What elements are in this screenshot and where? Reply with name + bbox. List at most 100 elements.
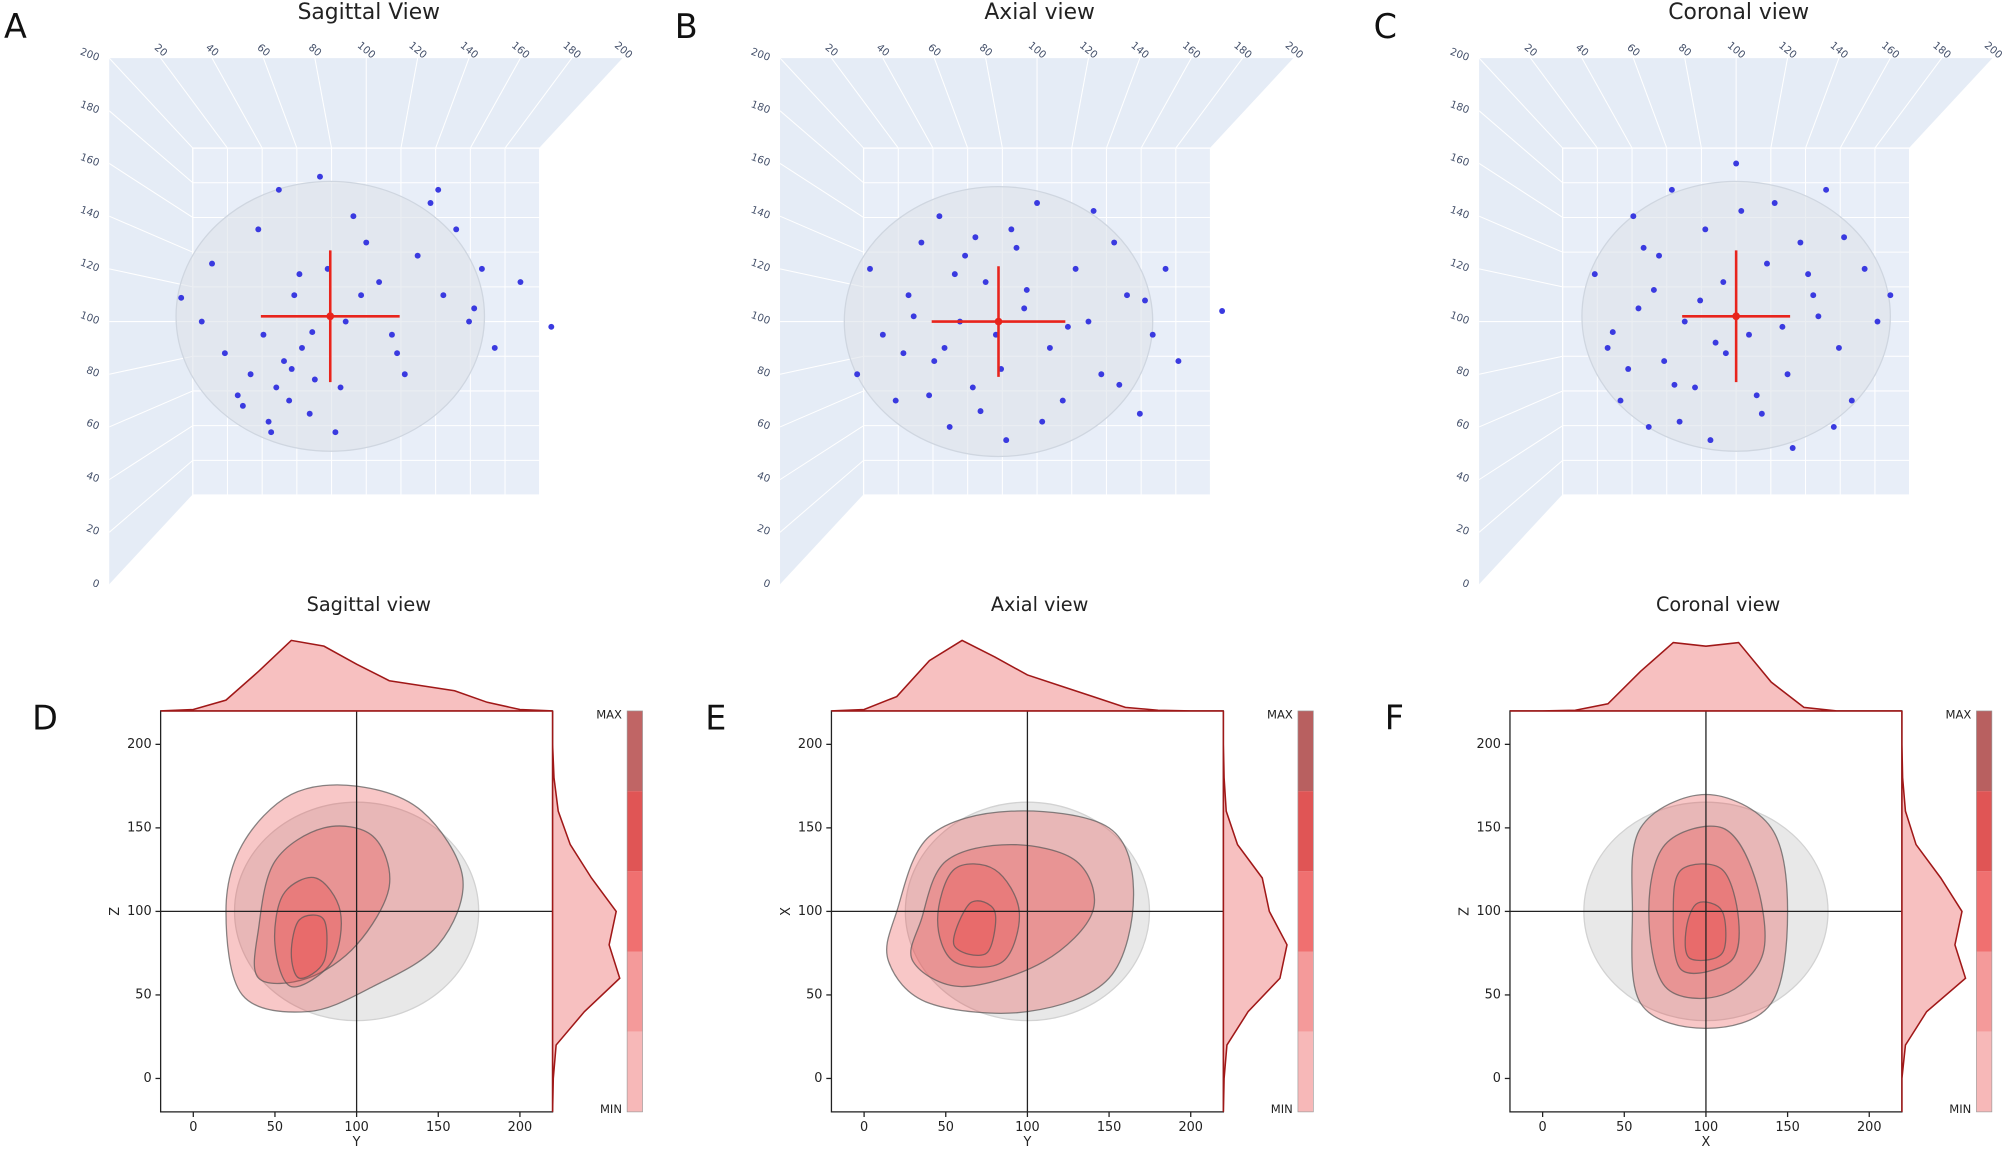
y-tick-label: 200: [749, 46, 772, 64]
grid-line: [1479, 355, 1563, 375]
colorbar-step: [627, 791, 643, 872]
colorbar-max: MAX: [1267, 707, 1293, 721]
colorbar-step: [627, 1031, 643, 1112]
point: [905, 292, 912, 299]
point: [1874, 318, 1881, 325]
colorbar-step: [1976, 791, 1992, 872]
point: [548, 323, 555, 330]
point: [1668, 186, 1675, 193]
grid-line: [1105, 57, 1141, 149]
mean-point: [994, 317, 1003, 326]
y-tick-label: 20: [755, 522, 771, 538]
y-tick-label: 140: [749, 204, 772, 222]
point: [388, 331, 395, 338]
panel-letter: B: [675, 7, 698, 46]
panel-letter: A: [4, 7, 27, 46]
y-tick-label: 200: [127, 737, 152, 752]
point: [358, 292, 365, 299]
point: [309, 329, 316, 336]
colorbar-min: MIN: [1271, 1102, 1293, 1116]
point: [1712, 339, 1719, 346]
point: [1707, 437, 1714, 444]
colorbar-step: [1976, 871, 1992, 952]
point: [918, 239, 925, 246]
colorbar-frame: [1976, 710, 1993, 1113]
point: [1887, 292, 1894, 299]
point: [350, 213, 357, 220]
x-tick-label: 180: [1930, 40, 1953, 62]
mean-point: [326, 312, 335, 321]
y-tick-label: 0: [762, 577, 772, 591]
grid-line: [1581, 57, 1633, 149]
point: [471, 305, 478, 312]
grid-line: [108, 459, 194, 533]
point: [1661, 358, 1668, 365]
grid-line: [469, 57, 521, 149]
panel-letter: C: [1374, 7, 1397, 46]
point: [311, 376, 318, 383]
x-tick-label: 40: [1573, 42, 1591, 60]
marginal-y: [1222, 710, 1288, 1112]
grid-line: [1478, 425, 1563, 481]
grid-line: [1479, 268, 1563, 288]
point: [376, 279, 383, 285]
point: [1072, 265, 1079, 272]
point: [363, 239, 370, 246]
grid-line: [108, 57, 194, 149]
grid-line: [882, 57, 934, 149]
grid-line: [314, 58, 333, 149]
y-tick-label: 160: [78, 151, 101, 169]
point: [332, 429, 339, 436]
x-tick-label: 40: [874, 42, 892, 60]
grid-line: [108, 494, 194, 586]
grid-line: [1071, 58, 1089, 149]
colorbar-step: [1297, 710, 1314, 792]
point: [1039, 418, 1046, 425]
grid-line: [1140, 57, 1192, 149]
point: [969, 384, 976, 391]
panel-title: Axial view: [991, 593, 1089, 616]
y-tick-label: 180: [749, 98, 772, 116]
point: [910, 313, 917, 320]
point: [209, 260, 215, 267]
point: [517, 279, 524, 285]
x-tick-label: 80: [1676, 42, 1694, 60]
y-axis-label: Z: [1457, 907, 1472, 916]
point: [255, 226, 262, 233]
x-tick-label: 200: [612, 40, 635, 62]
grid-line: [1210, 57, 1295, 149]
x-tick-label: 200: [1982, 40, 2005, 62]
point: [946, 423, 953, 430]
y-tick-label: 40: [755, 470, 771, 486]
point: [1142, 297, 1148, 304]
contour: [290, 914, 328, 979]
grid-line: [1478, 215, 1563, 253]
y-tick-label: 50: [806, 987, 822, 1002]
grid-line: [400, 58, 419, 149]
y-axis-label: X: [779, 907, 794, 916]
point: [972, 234, 979, 241]
point: [1645, 423, 1652, 430]
grid-line: [504, 57, 573, 149]
point: [1835, 344, 1842, 351]
point: [1609, 329, 1616, 336]
panel-title: Sagittal View: [298, 0, 440, 25]
x-tick-label: 100: [1725, 40, 1748, 62]
point: [977, 408, 984, 415]
point: [291, 292, 298, 299]
point: [1823, 186, 1830, 193]
grid-line: [109, 268, 193, 288]
point: [178, 294, 185, 301]
x-tick-label: 60: [1624, 42, 1642, 60]
point: [926, 392, 933, 399]
x-tick-label: 200: [1178, 1120, 1203, 1135]
x-tick-label: 180: [1231, 40, 1254, 62]
x-tick-label: 0: [1539, 1120, 1547, 1135]
point: [1810, 292, 1817, 299]
grid-line: [1874, 57, 1943, 149]
point: [982, 279, 989, 285]
point: [342, 318, 349, 325]
point: [1753, 392, 1760, 399]
grid-line: [1478, 57, 1564, 149]
point: [1116, 381, 1123, 388]
